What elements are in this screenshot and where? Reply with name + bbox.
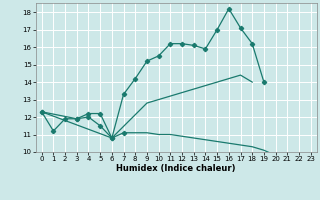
X-axis label: Humidex (Indice chaleur): Humidex (Indice chaleur) — [116, 164, 236, 173]
